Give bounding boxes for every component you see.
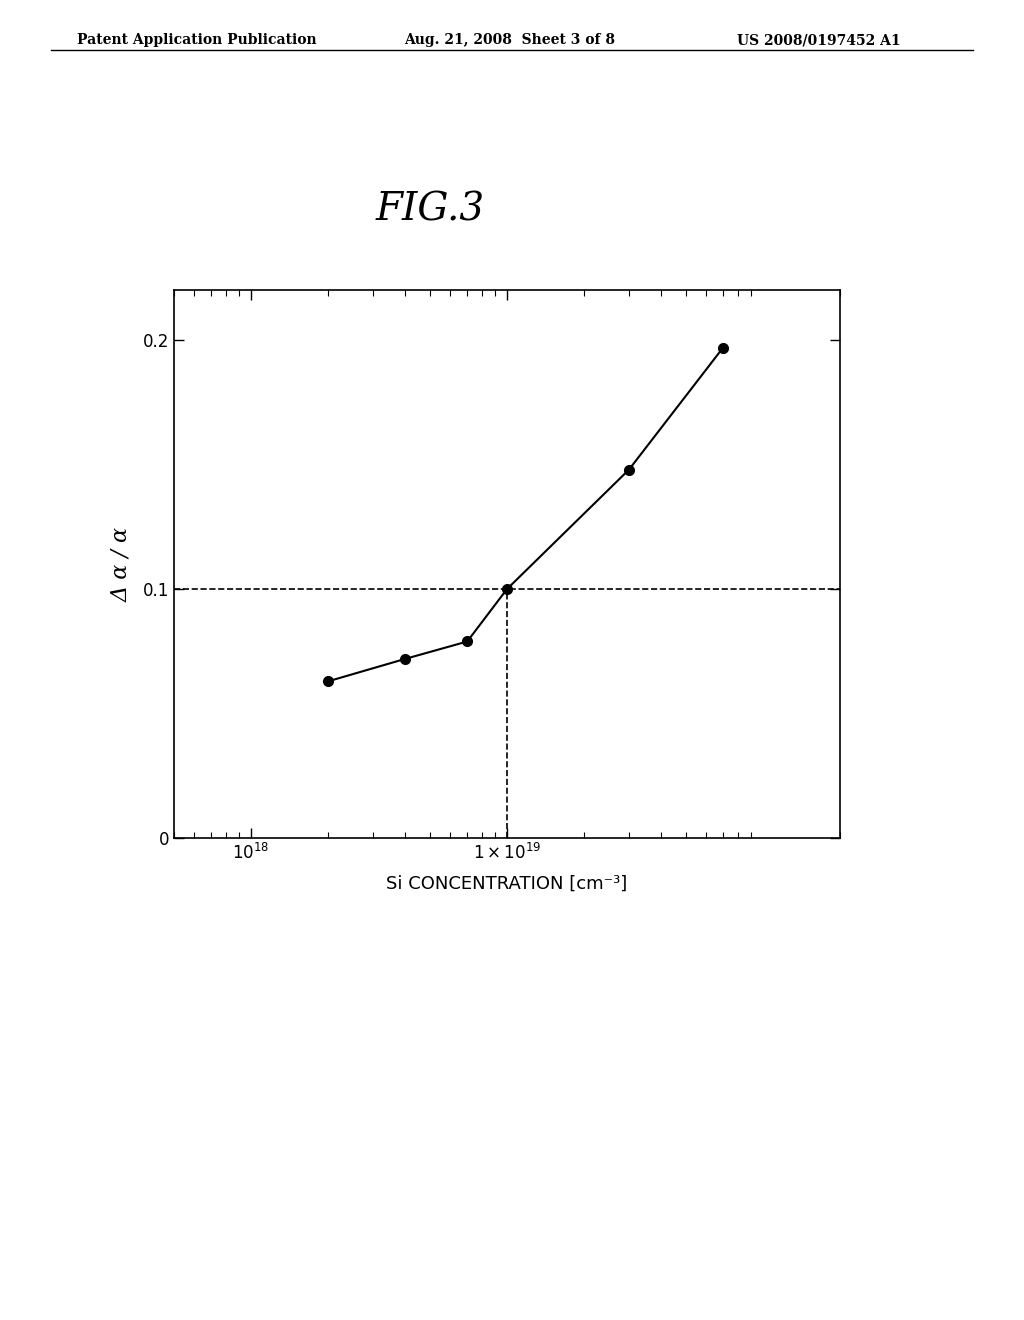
Text: Patent Application Publication: Patent Application Publication [77,33,316,48]
Y-axis label: Δ α / α: Δ α / α [110,527,132,602]
X-axis label: Si CONCENTRATION [cm⁻³]: Si CONCENTRATION [cm⁻³] [386,874,628,892]
Text: Aug. 21, 2008  Sheet 3 of 8: Aug. 21, 2008 Sheet 3 of 8 [404,33,615,48]
Text: US 2008/0197452 A1: US 2008/0197452 A1 [737,33,901,48]
Text: FIG.3: FIG.3 [376,191,484,228]
